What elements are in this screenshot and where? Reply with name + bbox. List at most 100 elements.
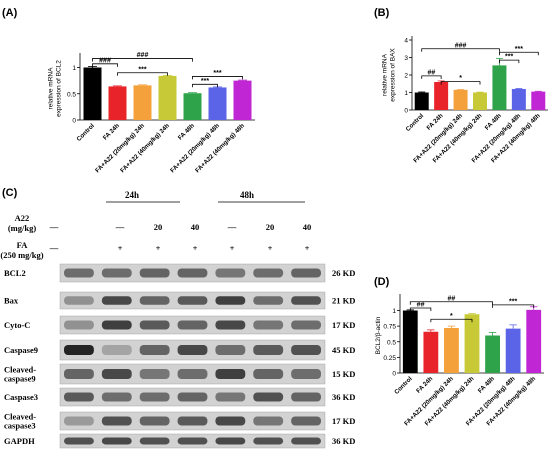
blot-band-2-0 [64,320,94,330]
y-tick-label: 0.25 [383,355,396,362]
blot-band-3-1 [101,345,132,355]
blot-band-2-3 [177,320,208,330]
significance-bracket-1 [421,48,500,52]
bar-0 [402,310,418,373]
blot-band-0-6 [291,268,321,278]
category-label-6: FA+A22 (40mg/kg) 48h [194,122,246,174]
blot-band-4-6 [291,369,321,379]
category-label-4: FA 48h [177,122,196,141]
significance-label-0: ## [428,69,436,76]
blot-band-1-3 [177,296,208,305]
blot-band-7-0 [64,437,94,445]
blot-band-6-0 [64,416,94,426]
blot-band-1-2 [139,296,170,305]
band-size-1: 21 KD [332,296,355,306]
fa-value-5: + [268,243,273,253]
dose-header-line: (mg/kg) [8,223,37,233]
dose-value-6: 40 [303,222,312,232]
group-label-48h: 48h [240,190,254,200]
y-axis-label-line: expression of BCL2 [56,60,63,117]
bar-6 [233,80,252,120]
blot-band-3-6 [291,345,321,355]
protein-label-0: BCL2 [4,268,26,278]
fa-header-line: (250 mg/kg) [0,250,43,260]
significance-bracket-2 [440,81,481,85]
western-blot-panel: 24h 48h A22 (mg/kg) FA (250 mg/kg) — — 20 40 — 20 40… [0,190,355,449]
blot-band-6-3 [177,416,208,426]
blot-band-6-4 [215,416,246,426]
band-size-0: 26 KD [332,268,355,278]
bar-4 [485,335,500,373]
bar-1 [108,86,127,120]
category-label-3: FA+A22 (40mg/kg) 24h [119,122,171,174]
bar-1 [423,331,439,373]
bar-3 [464,314,480,373]
blot-band-0-4 [215,268,246,278]
blot-band-4-4 [215,369,246,379]
y-tick-label: 1 [392,308,396,315]
bar-6 [531,91,546,110]
category-label-0: Control [405,112,426,133]
significance-label-3: *** [201,78,209,85]
fa-value-4: + [230,243,235,253]
blot-band-0-3 [177,268,208,278]
y-tick-label: 4 [404,38,408,45]
y-tick-label: 0 [72,118,76,125]
bar-3 [473,92,487,110]
blot-band-4-2 [139,369,170,379]
y-axis-label-line: relative mRNA [48,67,55,110]
bar-2 [453,89,468,110]
bar-5 [511,89,526,110]
blot-band-2-4 [215,320,246,330]
protein-label-7-line: GAPDH [4,436,35,446]
y-axis-label: relative mRNAexpression of BCL2 [48,60,63,117]
y-axis-label: BCL2/β-actin [375,316,382,354]
blot-band-3-4 [215,345,246,355]
significance-label-4: *** [515,46,523,53]
y-axis-label: relative mRNAexpression of BAX [382,48,397,102]
blot-band-2-6 [291,320,321,330]
band-size-4: 15 KD [332,369,355,379]
significance-label-2: * [450,313,453,320]
blot-band-3-5 [253,345,284,355]
blot-band-5-6 [291,392,321,402]
bar-4 [492,65,507,110]
blot-band-4-3 [177,369,208,379]
protein-label-6: Cleaved-caspase3 [4,412,36,431]
blot-band-4-5 [253,369,284,379]
bar-chart-bcl2-mrna: 0 0.5 1 relative mRNAexpression of BCL2 Cont… [48,52,255,174]
blot-band-7-5 [253,437,284,445]
significance-bracket-3 [499,59,520,64]
bar-2 [444,328,459,373]
y-axis-label-line: expression of BAX [390,48,397,102]
bar-3 [158,75,177,120]
y-tick-label: 1 [72,65,76,72]
blot-band-7-2 [139,437,170,445]
blot-band-6-2 [139,416,170,426]
panel-label-d: (D) [374,276,390,288]
panel-label-b: (B) [374,7,390,19]
protein-label-5-line: Caspase3 [4,392,38,402]
blot-band-6-1 [101,416,132,426]
blot-band-1-6 [291,296,321,305]
dose-value-2: 20 [154,222,163,232]
significance-label-0: ## [417,302,425,309]
y-tick-label: 0.5 [387,339,396,346]
blot-band-7-1 [101,437,132,445]
fa-header: FA (250 mg/kg) [0,240,43,260]
band-size-6: 17 KD [332,416,355,426]
protein-label-5: Caspase3 [4,392,38,402]
protein-label-1: Bax [4,296,19,306]
significance-bracket-2 [117,72,168,76]
blot-band-1-4 [215,296,246,305]
dose-value-1: — [115,222,125,232]
blot-band-7-6 [291,437,321,445]
fa-value-2: + [156,243,161,253]
fa-value-0: — [49,243,59,253]
blot-band-1-5 [253,296,284,305]
protein-label-3-line: Caspase9 [4,345,38,355]
blot-band-2-1 [101,320,132,330]
blot-band-3-2 [139,345,170,355]
y-axis-label-line: BCL2/β-actin [375,316,382,354]
